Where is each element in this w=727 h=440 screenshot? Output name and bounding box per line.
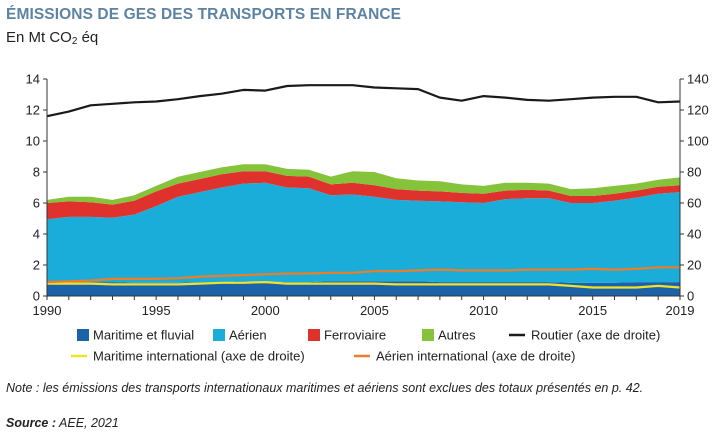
legend-swatch-maritime-et-fluvial [77, 329, 89, 341]
x-tick-label: 2015 [578, 303, 607, 318]
legend-label-aerien: Aérien [229, 328, 267, 343]
unit-prefix: En Mt CO [6, 29, 72, 46]
source-label: Source : [6, 416, 57, 430]
line-maritime-international-axe-de-droite [47, 281, 681, 289]
legend-label-maritime-et-fluvial: Maritime et fluvial [93, 328, 194, 343]
x-tick-label: 1995 [142, 303, 171, 318]
legend-label-aerien-international-axe-de-droite: Aérien international (axe de droite) [376, 349, 575, 364]
y-right-tick-label: 0 [687, 289, 694, 304]
y-left-tick-label: 0 [33, 289, 40, 304]
source-value: AEE, 2021 [56, 416, 119, 430]
chart-note: Note : les émissions des transports inte… [6, 381, 644, 395]
legend-swatch-aerien [213, 329, 225, 341]
y-left-tick-label: 6 [33, 196, 40, 211]
legend-label-maritime-international-axe-de-droite: Maritime international (axe de droite) [93, 349, 305, 364]
x-tick-label: 1990 [33, 303, 62, 318]
legend-label-routier-axe-de-droite: Routier (axe de droite) [531, 328, 660, 343]
x-tick-label: 2019 [666, 303, 695, 318]
unit-subscript: 2 [71, 36, 78, 47]
y-right-tick-label: 80 [687, 165, 701, 180]
x-tick-label: 2010 [469, 303, 498, 318]
legend-label-autres: Autres [438, 328, 476, 343]
y-right-tick-label: 40 [687, 227, 701, 242]
y-left-tick-label: 10 [26, 134, 40, 149]
legend-label-ferroviaire: Ferroviaire [324, 328, 386, 343]
x-tick-label: 2005 [360, 303, 389, 318]
line-aerien-international-axe-de-droite [46, 266, 680, 284]
legend-swatch-ferroviaire [308, 329, 320, 341]
y-left-tick-label: 14 [26, 72, 40, 87]
y-right-tick-label: 100 [687, 134, 709, 149]
x-tick-label: 2000 [251, 303, 280, 318]
line-routier-axe-de-droite [46, 84, 681, 118]
y-right-tick-label: 140 [687, 72, 709, 87]
y-right-tick-label: 20 [687, 258, 701, 273]
area-autres [47, 164, 680, 205]
y-left-tick-label: 4 [33, 227, 40, 242]
unit-label: En Mt CO2 éq [6, 29, 98, 47]
y-left-tick-label: 2 [33, 258, 40, 273]
area-ferroviaire [47, 171, 680, 220]
chart-source: Source : AEE, 2021 [6, 416, 119, 430]
y-right-tick-label: 120 [687, 103, 709, 118]
chart-title: ÉMISSIONS DE GES DES TRANSPORTS EN FRANC… [6, 6, 402, 23]
legend-swatch-autres [422, 329, 434, 341]
y-left-tick-label: 12 [26, 103, 40, 118]
y-left-tick-label: 8 [33, 165, 40, 180]
unit-suffix: éq [77, 29, 99, 46]
y-right-tick-label: 60 [687, 196, 701, 211]
area-aerien [47, 182, 680, 283]
